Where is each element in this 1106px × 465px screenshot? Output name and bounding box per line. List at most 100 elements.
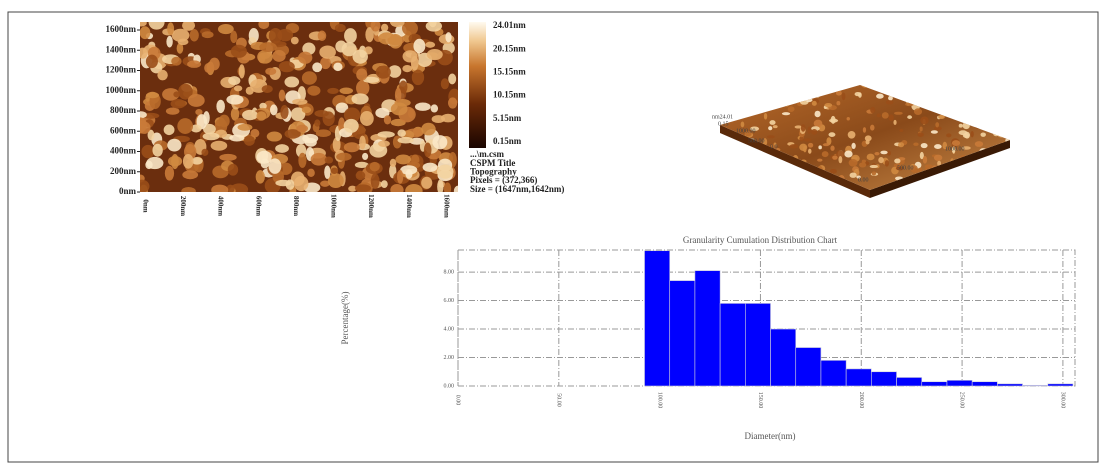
x-tick-label: 600nm [254, 196, 262, 216]
grain [951, 178, 956, 182]
grain [171, 57, 181, 66]
grain [994, 110, 997, 117]
grain [959, 124, 963, 128]
grain [980, 133, 985, 137]
grain [402, 65, 412, 72]
grain [188, 94, 205, 107]
grain [744, 169, 750, 177]
grain [1000, 157, 1007, 161]
grain [137, 121, 150, 133]
y-tick-label: 1200nm [105, 65, 136, 75]
grain [733, 144, 738, 148]
grain [934, 155, 942, 161]
grain [920, 126, 923, 131]
grain [797, 87, 805, 91]
grain [847, 117, 850, 121]
grain [870, 107, 875, 113]
grain [975, 83, 978, 90]
grain [956, 169, 965, 174]
grain [294, 176, 308, 191]
grain [292, 99, 307, 105]
grain [268, 158, 281, 173]
grain [781, 178, 786, 182]
grain [211, 185, 228, 196]
grain [888, 96, 893, 101]
x-tick-label: 800nm [292, 196, 300, 216]
bar [947, 380, 972, 386]
grain [776, 184, 783, 189]
bar [897, 377, 922, 386]
grain [412, 70, 424, 85]
grain [377, 131, 394, 137]
grain [307, 86, 320, 96]
grain [796, 172, 803, 176]
grain [760, 89, 764, 95]
grain [985, 104, 990, 110]
grain [431, 104, 438, 112]
grain [724, 88, 731, 94]
grain [724, 177, 731, 180]
grain [799, 144, 807, 151]
grain [149, 15, 165, 30]
y-tick-label: 400nm [110, 146, 137, 156]
grain [983, 104, 987, 111]
grain [886, 100, 894, 104]
grain [250, 129, 259, 137]
grain [967, 101, 974, 108]
grain [165, 166, 174, 181]
grain [333, 63, 342, 71]
grain [959, 93, 963, 101]
grain [725, 98, 732, 102]
grain [850, 173, 857, 178]
grain [296, 125, 308, 133]
page: Granularity Cumulation Distribution Char… [0, 0, 1106, 465]
grain [720, 167, 728, 171]
grain [272, 50, 285, 62]
y-tick-label: 600nm [110, 125, 137, 135]
grain [432, 115, 445, 123]
grain [754, 91, 761, 97]
grain [997, 131, 1006, 138]
grain [135, 111, 147, 118]
grain [822, 151, 829, 157]
grain [782, 112, 790, 115]
grain [862, 160, 866, 163]
grain [378, 140, 390, 147]
grain [944, 85, 947, 90]
grain [952, 140, 960, 146]
grain [356, 68, 367, 80]
grain [166, 36, 172, 48]
grain [427, 49, 443, 60]
grain [899, 129, 903, 132]
grain [226, 95, 243, 105]
bar [695, 271, 720, 386]
grain [768, 126, 772, 130]
grain [454, 186, 462, 196]
grain [425, 42, 435, 48]
grain [384, 115, 391, 124]
grain [355, 184, 371, 192]
grain [397, 129, 406, 137]
grain [177, 118, 193, 134]
y-tick-label: 0nm [119, 186, 137, 196]
grain [280, 105, 288, 119]
grain [842, 92, 846, 100]
grain [190, 29, 199, 41]
grain [929, 186, 933, 191]
grain [880, 151, 887, 155]
grain [351, 93, 368, 104]
y-tick-label: 1600nm [105, 24, 136, 34]
grain [859, 162, 866, 167]
grain [974, 87, 981, 92]
grain [740, 161, 746, 165]
grain [737, 89, 742, 96]
grain [378, 32, 395, 44]
grain [391, 102, 408, 115]
axis-label-3d: 500.00 [897, 165, 914, 171]
grain [1006, 105, 1013, 111]
bar [972, 382, 997, 386]
grain [790, 144, 799, 148]
grain [421, 123, 436, 136]
axis-label-3d: nm24.01 [712, 114, 733, 120]
grain [930, 103, 933, 107]
